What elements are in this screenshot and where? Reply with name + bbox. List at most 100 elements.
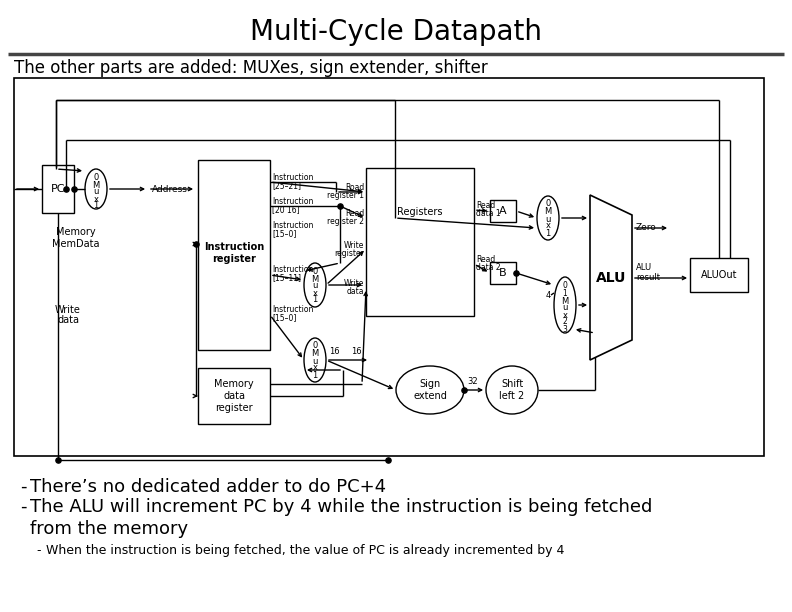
Text: PC: PC <box>51 184 65 194</box>
Text: u: u <box>312 282 318 291</box>
Text: Memory: Memory <box>56 227 96 237</box>
Text: u: u <box>562 304 568 313</box>
Text: ALUOut: ALUOut <box>701 270 737 280</box>
Bar <box>198 368 270 424</box>
Text: register: register <box>212 254 256 264</box>
Text: data: data <box>57 315 79 325</box>
Ellipse shape <box>304 263 326 307</box>
Text: 0: 0 <box>562 280 567 289</box>
Text: Instruction: Instruction <box>204 242 264 252</box>
Text: Read: Read <box>345 209 364 218</box>
Text: Write: Write <box>55 305 81 315</box>
Ellipse shape <box>554 277 576 333</box>
Text: 1: 1 <box>312 370 318 379</box>
Text: -: - <box>20 478 26 496</box>
Bar <box>490 262 516 284</box>
Bar <box>490 200 516 222</box>
Text: 32: 32 <box>467 378 478 387</box>
Text: x: x <box>562 310 568 319</box>
Text: left 2: left 2 <box>500 391 524 401</box>
Text: Zero: Zero <box>636 223 657 233</box>
Ellipse shape <box>486 366 538 414</box>
Text: data 2: data 2 <box>476 264 501 272</box>
Text: ALU: ALU <box>596 271 626 285</box>
Text: 1: 1 <box>93 201 99 209</box>
Text: ALU: ALU <box>636 264 652 272</box>
Text: result: result <box>636 272 660 282</box>
Text: data: data <box>347 288 364 296</box>
Bar <box>690 258 748 292</box>
Text: 0: 0 <box>546 200 550 209</box>
Text: 1: 1 <box>312 296 318 305</box>
Polygon shape <box>590 195 632 360</box>
Text: [15–0]: [15–0] <box>272 313 296 323</box>
Ellipse shape <box>396 366 464 414</box>
Text: register 1: register 1 <box>327 192 364 201</box>
Text: data 1: data 1 <box>476 209 501 218</box>
Text: 0: 0 <box>312 266 318 275</box>
Text: register: register <box>215 403 253 413</box>
Text: Sign: Sign <box>420 379 440 389</box>
Text: u: u <box>93 187 99 196</box>
Text: Read: Read <box>476 255 495 264</box>
Text: x: x <box>546 222 550 231</box>
Text: 1: 1 <box>546 228 550 237</box>
Bar <box>366 168 474 316</box>
Text: u: u <box>546 214 550 223</box>
Text: Memory: Memory <box>214 379 253 389</box>
Text: 16: 16 <box>351 348 361 357</box>
Text: The ALU will increment PC by 4 while the instruction is being fetched: The ALU will increment PC by 4 while the… <box>30 498 653 516</box>
Text: [25–21]: [25–21] <box>272 182 301 190</box>
Text: Instruction: Instruction <box>272 266 314 275</box>
Text: 16: 16 <box>329 348 340 357</box>
Text: -: - <box>36 544 40 557</box>
Text: Multi-Cycle Datapath: Multi-Cycle Datapath <box>250 18 542 46</box>
Text: 1: 1 <box>562 288 567 297</box>
Text: [20 16]: [20 16] <box>272 206 299 214</box>
Text: Address: Address <box>152 185 188 195</box>
Text: [15–11]: [15–11] <box>272 274 301 283</box>
Ellipse shape <box>537 196 559 240</box>
Text: There’s no dedicated adder to do PC+4: There’s no dedicated adder to do PC+4 <box>30 478 386 496</box>
Text: Write: Write <box>344 280 364 288</box>
Bar <box>42 165 74 213</box>
Text: u: u <box>312 357 318 365</box>
Text: A: A <box>499 206 507 216</box>
Bar <box>43 218 109 260</box>
Text: 4: 4 <box>546 291 551 299</box>
Text: Road: Road <box>345 184 364 193</box>
Ellipse shape <box>85 169 107 209</box>
Text: Write: Write <box>344 241 364 250</box>
Text: Shift: Shift <box>501 379 524 389</box>
Text: M: M <box>311 349 318 359</box>
Text: When the instruction is being fetched, the value of PC is already incremented by: When the instruction is being fetched, t… <box>46 544 565 557</box>
Text: B: B <box>499 268 507 278</box>
Text: Instruction: Instruction <box>272 222 314 231</box>
Text: 3: 3 <box>562 324 567 334</box>
Text: extend: extend <box>413 391 447 401</box>
Text: M: M <box>544 207 551 217</box>
Bar <box>198 160 270 350</box>
Text: M: M <box>311 275 318 283</box>
Text: 0: 0 <box>312 341 318 351</box>
Text: x: x <box>313 288 318 297</box>
Text: from the memory: from the memory <box>30 520 188 538</box>
Text: M: M <box>93 181 100 190</box>
Text: [15–0]: [15–0] <box>272 230 296 239</box>
Text: Read: Read <box>476 201 495 211</box>
Text: M: M <box>562 296 569 305</box>
Text: -: - <box>20 498 26 516</box>
Text: register 2: register 2 <box>327 217 364 226</box>
Text: Instruction: Instruction <box>272 198 314 206</box>
Text: Registers: Registers <box>398 207 443 217</box>
Text: Instruction: Instruction <box>272 173 314 182</box>
Bar <box>14 78 764 456</box>
Text: MemData: MemData <box>52 239 100 249</box>
Text: x: x <box>313 364 318 373</box>
Ellipse shape <box>304 338 326 382</box>
Text: data: data <box>223 391 245 401</box>
Text: register: register <box>334 248 364 258</box>
Text: Instruction: Instruction <box>272 305 314 315</box>
Text: The other parts are added: MUXes, sign extender, shifter: The other parts are added: MUXes, sign e… <box>14 59 488 77</box>
Text: 2: 2 <box>562 318 567 326</box>
